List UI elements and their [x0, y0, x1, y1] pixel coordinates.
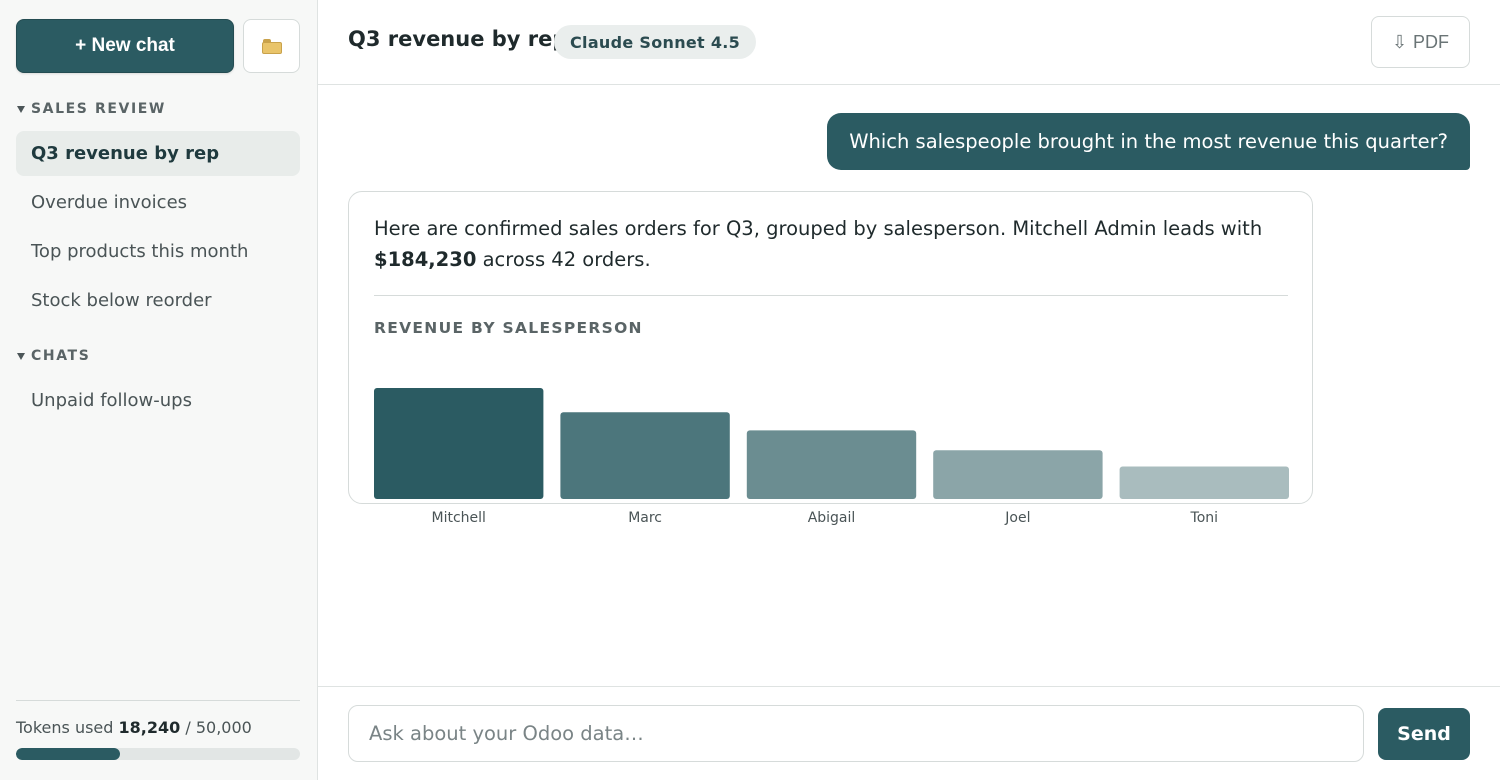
download-arrow-icon: ⇩ — [1391, 31, 1408, 52]
new-chat-button[interactable]: + New chat — [16, 19, 234, 73]
section-chats-label: CHATS — [31, 348, 91, 364]
section-sales-review[interactable]: SALES REVIEW — [17, 101, 166, 117]
bar-marc — [560, 412, 730, 499]
bar-label-toni: Toni — [1190, 510, 1219, 526]
bar-label-joel: Joel — [1004, 510, 1030, 526]
chat-input[interactable] — [348, 705, 1364, 762]
bar-abigail — [746, 430, 917, 499]
assistant-message-text: Here are confirmed sales orders for Q3, … — [374, 213, 1274, 275]
bar-label-abigail: Abigail — [808, 510, 856, 526]
section-sales-review-label: SALES REVIEW — [31, 101, 166, 117]
user-message: Which salespeople brought in the most re… — [827, 113, 1470, 170]
chat-title: Q3 revenue by rep — [348, 27, 568, 51]
bar-joel — [933, 450, 1103, 499]
token-usage-separator: / — [185, 718, 191, 737]
bar-label-mitchell: Mitchell — [431, 510, 485, 526]
assistant-message: Here are confirmed sales orders for Q3, … — [348, 191, 1313, 526]
assistant-text-highlight: $184,230 — [374, 248, 477, 271]
sidebar: + New chat SALES REVIEW Q3 revenue by re… — [0, 0, 318, 780]
chat-header: Q3 revenue by rep Claude Sonnet 4.5 ⇩ PD… — [318, 0, 1500, 85]
token-usage-used: 18,240 — [118, 718, 181, 737]
token-usage-prefix: Tokens used — [16, 718, 114, 737]
open-folder-button[interactable] — [243, 19, 300, 73]
caret-down-icon — [17, 352, 25, 360]
sidebar-item-top-products[interactable]: Top products this month — [31, 241, 249, 262]
section-chats[interactable]: CHATS — [17, 348, 90, 364]
chart-title: REVENUE BY SALESPERSON — [374, 319, 643, 337]
card-divider — [374, 295, 1288, 296]
export-pdf-label: PDF — [1413, 31, 1450, 52]
assistant-text-after: across 42 orders. — [482, 248, 651, 271]
bar-mitchell — [374, 388, 544, 499]
sidebar-item-q3-revenue-by-rep[interactable]: Q3 revenue by rep — [16, 131, 300, 176]
assistant-text-before: Here are confirmed sales orders for Q3, … — [374, 217, 1263, 240]
revenue-bar-chart: Mitchell Marc Abigail Joel Toni — [374, 388, 1289, 526]
sidebar-item-overdue-invoices[interactable]: Overdue invoices — [31, 192, 188, 213]
token-usage-bar-fill — [16, 748, 120, 760]
export-pdf-button[interactable]: ⇩ PDF — [1371, 16, 1470, 68]
send-button[interactable]: Send — [1378, 708, 1470, 760]
folder-icon — [261, 38, 282, 54]
sidebar-item-unpaid-follow-ups[interactable]: Unpaid follow-ups — [31, 390, 192, 411]
bar-label-marc: Marc — [628, 510, 662, 526]
sidebar-item-stock-below-reorder[interactable]: Stock below reorder — [31, 290, 212, 311]
bar-toni — [1119, 466, 1289, 499]
token-usage: Tokens used 18,240 / 50,000 — [16, 700, 300, 737]
caret-down-icon — [17, 105, 25, 113]
token-usage-bar — [16, 748, 300, 760]
token-usage-limit: 50,000 — [195, 718, 252, 737]
model-badge[interactable]: Claude Sonnet 4.5 — [554, 25, 757, 59]
